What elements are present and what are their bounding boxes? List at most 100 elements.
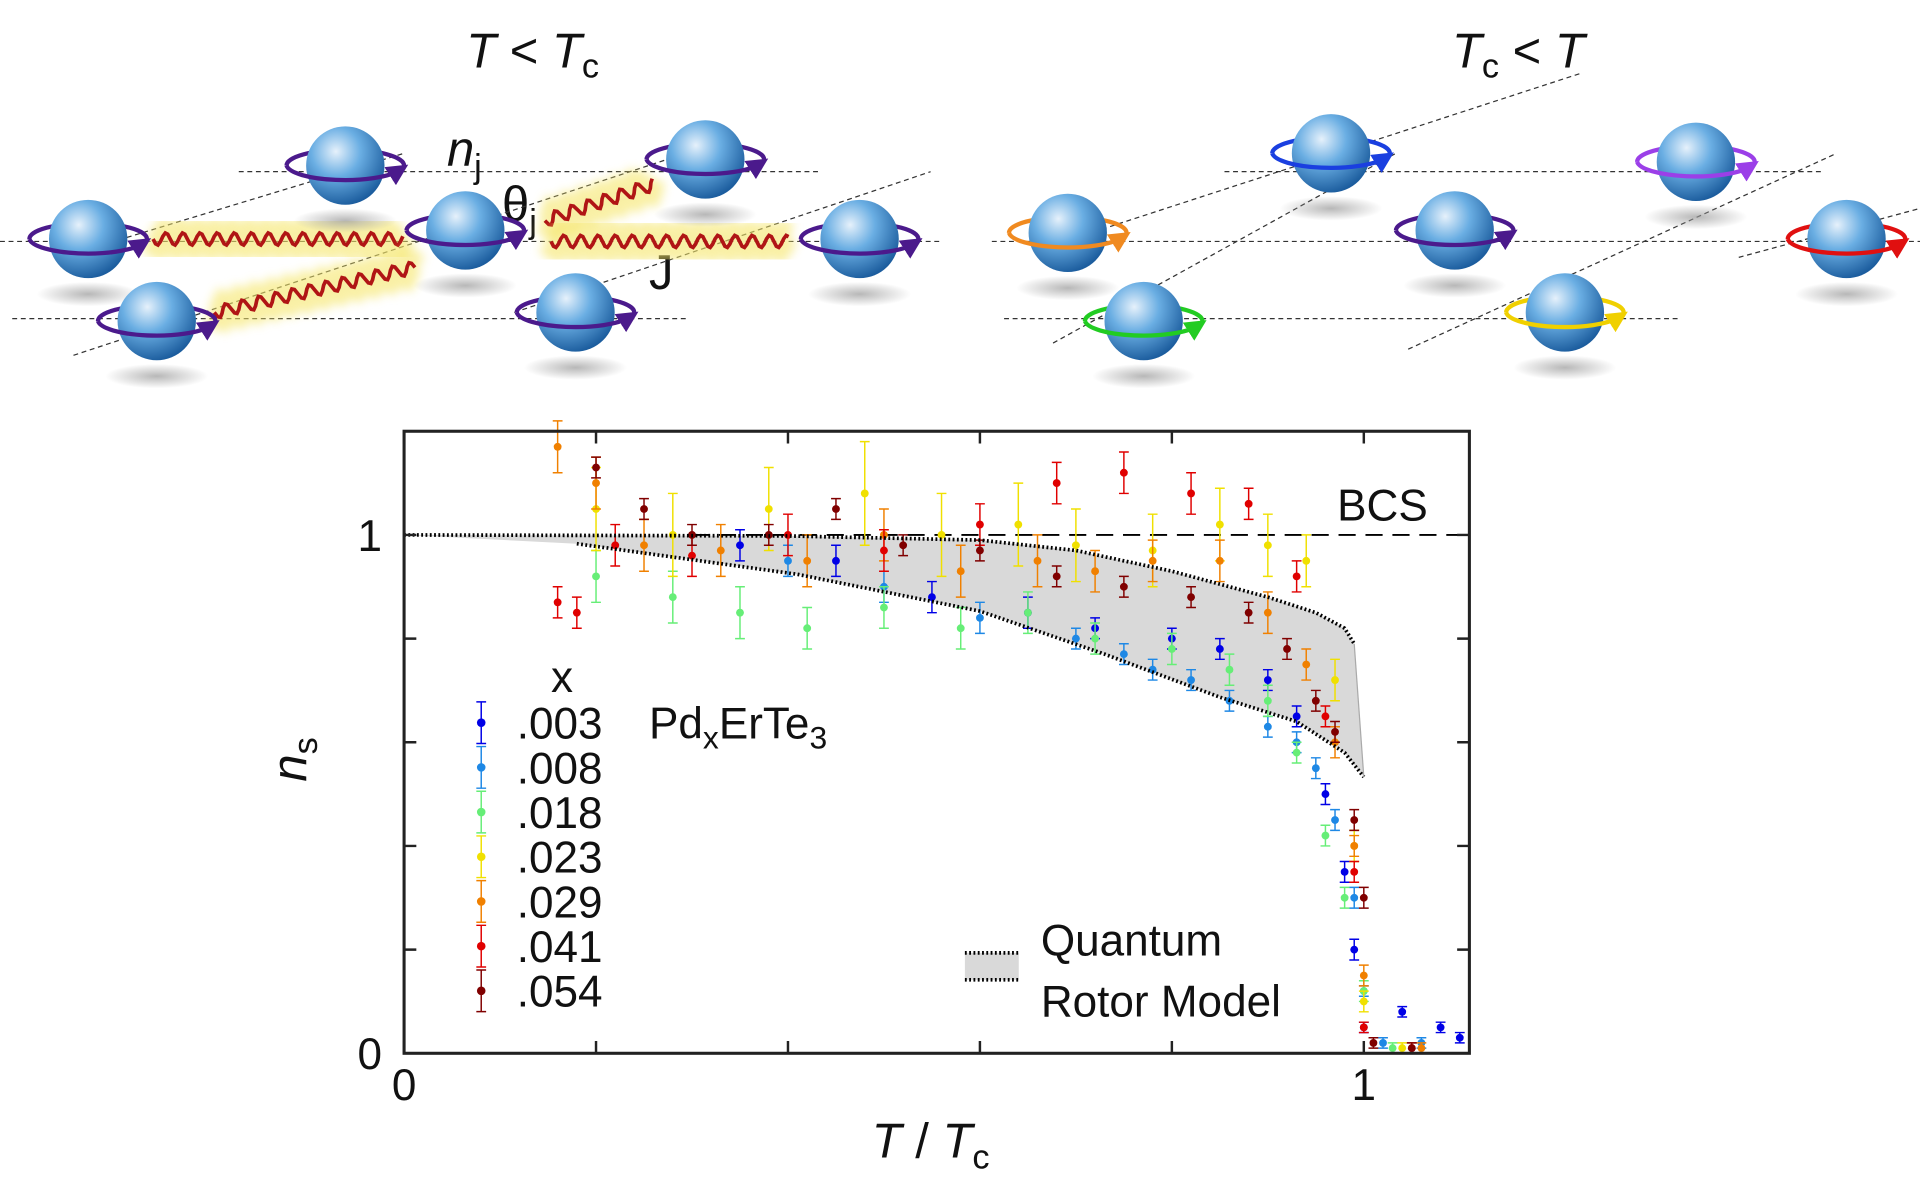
data-point [937,531,946,539]
orbit-front [514,311,639,333]
data-point [1167,645,1176,653]
data-point [1302,556,1311,565]
sphere [536,273,615,352]
data-point [1407,1044,1416,1053]
right-title: Tc < T [1452,25,1588,86]
data-point [928,593,936,602]
legend-marker [476,763,486,772]
data-point [640,505,648,513]
label-theta: θj [502,178,537,241]
compound-part: ErTe [719,700,810,749]
x-axis-label-part: c [972,1138,989,1176]
data-point [668,593,677,602]
data-point [1215,645,1224,653]
sphere [48,199,128,279]
data-point [1350,945,1359,954]
data-point [1302,660,1311,669]
orbit-front [1635,160,1759,182]
rotor-diagram: T < Tc Tc < T nj C θj J [0,25,1920,389]
x-axis-label-part: T [872,1114,905,1168]
sphere-shadow [36,281,140,307]
x-tick-label: 0 [392,1061,417,1110]
orbit-front [1082,320,1207,341]
sphere-shadow [1403,273,1507,298]
rotor-curve [576,541,1366,779]
sphere-shadow [1795,281,1898,307]
bcs-label: BCS [1337,482,1428,531]
y-tick-label: 0 [358,1030,383,1079]
data-point [592,479,600,487]
data-point [1244,499,1253,508]
sphere [1415,191,1494,270]
sphere-shadow [524,355,627,380]
data-point [1263,696,1272,705]
legend-label: .018 [517,789,603,838]
left-title: T < Tc [466,25,599,86]
data-point [1369,1039,1378,1047]
data-point [1148,556,1157,565]
data-point [1215,520,1224,529]
data-point [1263,541,1272,550]
sphere-shadow [1644,204,1748,230]
sphere-shadow [1513,355,1617,380]
data-point [1359,893,1368,902]
orbit-front [1393,229,1518,251]
data-point [1091,567,1100,576]
data-point [1187,593,1195,602]
coupling [212,260,417,320]
data-point [784,556,792,565]
legend-marker [476,807,486,817]
orbit-front [95,320,220,341]
sphere-shadow [653,202,757,227]
data-point [1331,676,1339,684]
data-point [553,442,562,451]
data-point [956,567,965,576]
orbit-front [284,164,409,186]
data-point [832,556,840,565]
coupling [549,233,790,250]
data-point [1033,556,1042,565]
sphere-shadow [1279,196,1383,221]
sphere [1525,273,1605,352]
data-point [1321,831,1330,840]
data-point [592,572,600,581]
sphere [666,120,745,199]
sphere [306,126,385,205]
data-point [1119,468,1128,477]
orbit-front [1270,152,1394,173]
data-point [553,598,562,607]
x-axis-label-part: T [942,1114,975,1168]
rotor-legend-label: Rotor Model [1041,978,1281,1027]
data-point [976,520,984,529]
legend-label: .054 [517,968,603,1017]
data-point [1436,1023,1445,1032]
data-point [1331,727,1339,736]
x-axis-label: T / Tc [872,1114,990,1176]
y-axis-label-part: n [263,754,317,781]
data-point [832,505,840,513]
sphere [117,281,196,361]
sphere [1291,114,1371,193]
data-point [1350,816,1359,824]
data-point [1263,676,1272,684]
orbit-front [27,238,152,259]
data-point [1398,1044,1407,1053]
data-point [1052,479,1061,487]
data-point [1398,1007,1407,1016]
orbit-front [1006,231,1131,253]
sphere [820,199,899,279]
compound-part: 3 [809,719,827,755]
data-point [1340,893,1349,902]
data-point [1340,867,1349,876]
data-point [1359,997,1368,1006]
data-point [572,608,581,617]
data-point [1187,489,1195,498]
data-point [688,551,696,560]
data-point [1014,520,1023,529]
data-point [1091,634,1100,643]
legend-label: .008 [517,744,603,793]
compound-part: x [703,719,719,755]
data-point [1263,608,1272,617]
label-n: nj [447,123,482,186]
